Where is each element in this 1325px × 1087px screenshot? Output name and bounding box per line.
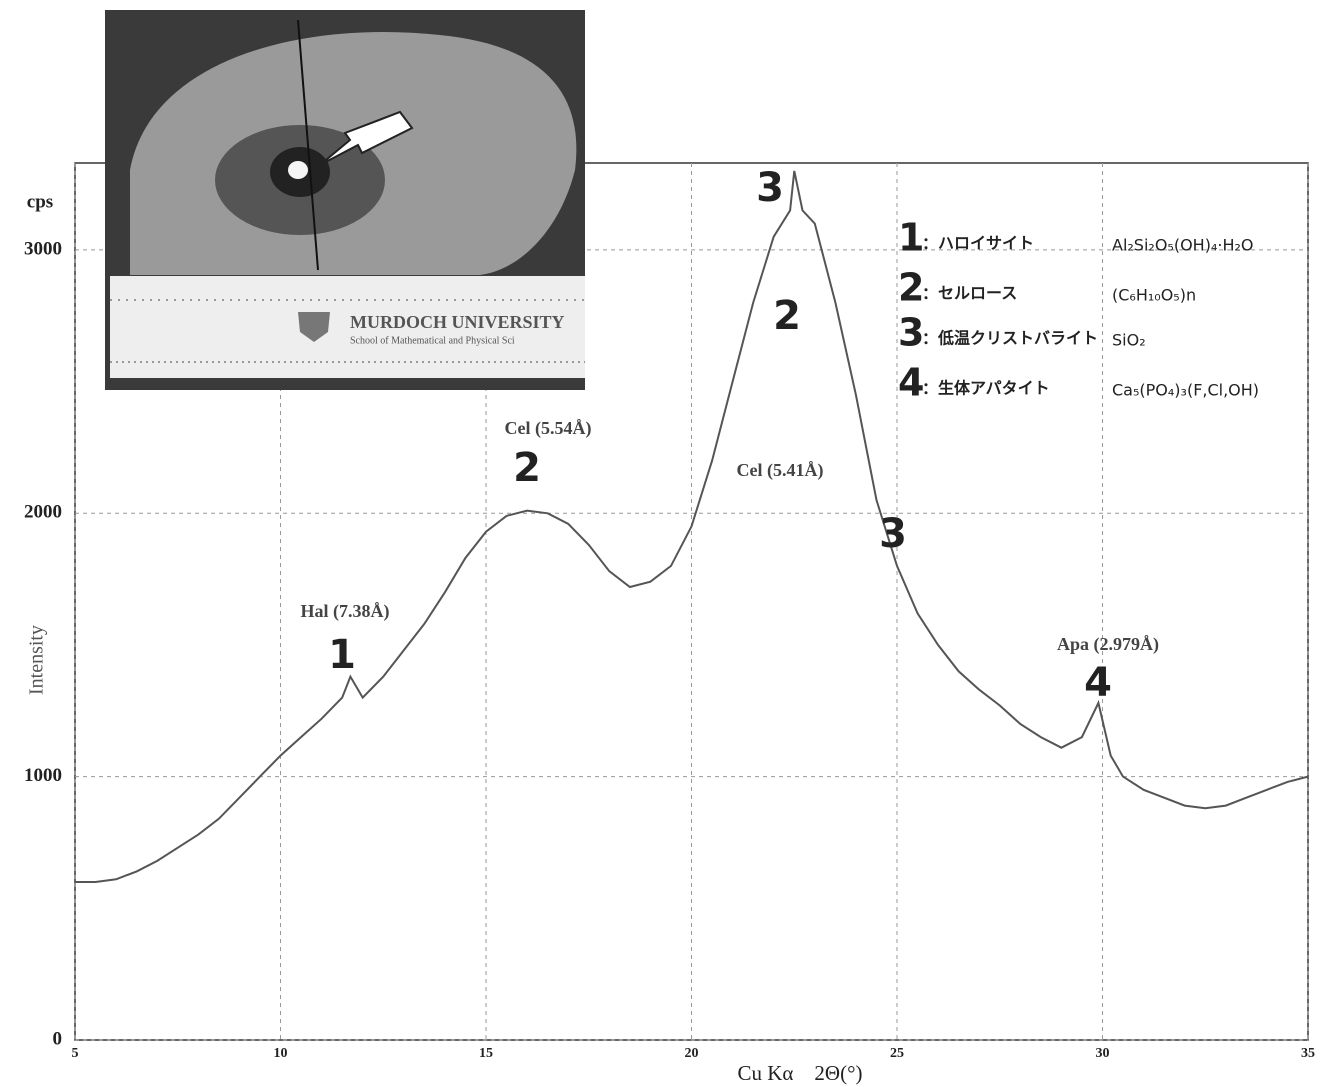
y-tick-label: 1000 xyxy=(24,765,62,786)
legend-number: 1 xyxy=(898,216,924,260)
x-tick-label: 20 xyxy=(685,1046,699,1061)
peak-annotation: 1 xyxy=(328,632,356,678)
x-tick-label: 35 xyxy=(1301,1046,1315,1061)
legend-name: ：ハロイサイト xyxy=(922,234,1034,253)
legend-formula: SiO₂ xyxy=(1112,331,1146,350)
peak-annotation: 3 xyxy=(879,511,907,557)
peak-annotation: 2 xyxy=(513,445,541,491)
legend-formula: Ca₅(PO₄)₃(F,Cl,OH) xyxy=(1112,381,1259,400)
legend-name: ：生体アパタイト xyxy=(922,379,1050,398)
y-tick-label: 0 xyxy=(53,1028,63,1049)
peak-annotation: 3 xyxy=(756,165,784,211)
legend-formula: Al₂Si₂O₅(OH)₄·H₂O xyxy=(1112,236,1253,255)
peak-annotation: 2 xyxy=(773,293,801,339)
x-tick-label: 15 xyxy=(479,1046,493,1061)
x-axis-label: Cu Kα 2Θ(°) xyxy=(738,1061,863,1085)
sample-spot xyxy=(288,161,308,179)
peak-annotation: 4 xyxy=(1084,660,1112,706)
peak-annotation: Apa (2.979Å) xyxy=(1057,634,1159,655)
x-tick-label: 25 xyxy=(890,1046,904,1061)
legend-number: 4 xyxy=(898,361,924,405)
legend-formula: (C₆H₁₀O₅)n xyxy=(1112,286,1196,305)
x-tick-label: 5 xyxy=(72,1046,79,1061)
legend-number: 3 xyxy=(898,311,924,355)
x-tick-label: 30 xyxy=(1096,1046,1110,1061)
legend-number: 2 xyxy=(898,266,924,310)
x-tick-label: 10 xyxy=(274,1046,288,1061)
peak-annotation: Cel (5.54Å) xyxy=(505,418,592,439)
y-tick-label: 3000 xyxy=(24,238,62,259)
legend-name: ：セルロース xyxy=(922,284,1017,303)
y-unit-label: cps xyxy=(27,191,53,212)
inset-text: MURDOCH UNIVERSITY xyxy=(350,312,565,332)
peak-annotation: Cel (5.41Å) xyxy=(737,460,824,481)
peak-annotation: Hal (7.38Å) xyxy=(301,601,390,622)
y-axis-label: Intensity xyxy=(26,625,48,695)
legend-name: ：低温クリストバライト xyxy=(922,329,1098,348)
inset-text: School of Mathematical and Physical Sci xyxy=(350,335,515,346)
photo-inset: MURDOCH UNIVERSITY School of Mathematica… xyxy=(105,10,585,390)
chart: MURDOCH UNIVERSITY School of Mathematica… xyxy=(0,0,1325,1087)
y-tick-label: 2000 xyxy=(24,502,62,523)
